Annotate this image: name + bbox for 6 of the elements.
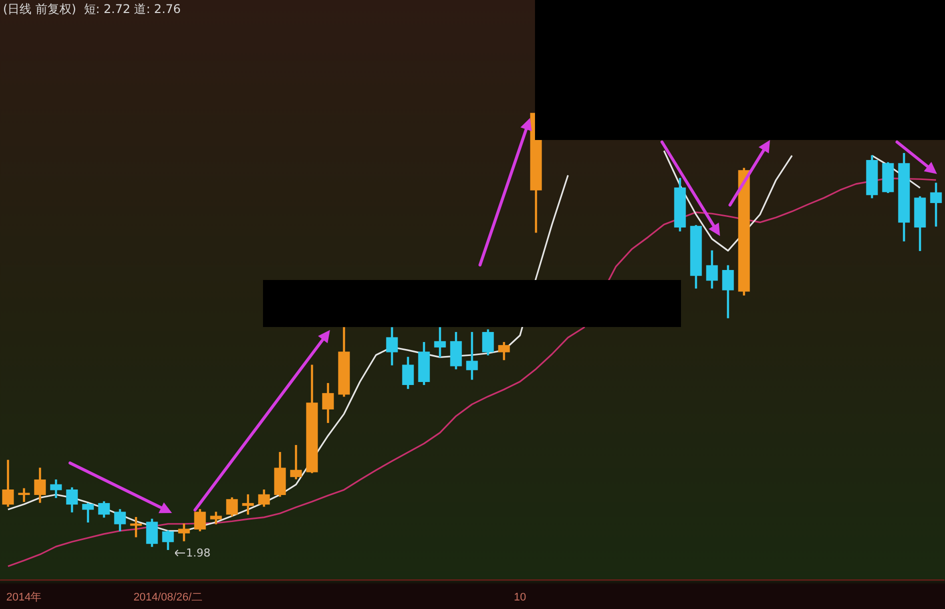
chart-title: (日线 前复权) 短: 2.72 道: 2.76 <box>3 1 181 18</box>
x-tick-label: 2014年 <box>6 591 42 604</box>
x-tick-label: 10 <box>514 591 526 604</box>
annotation: 1.98 <box>186 546 210 560</box>
x-tick-label: 2014/08/26/二 <box>133 591 203 604</box>
candlestick <box>242 494 254 515</box>
